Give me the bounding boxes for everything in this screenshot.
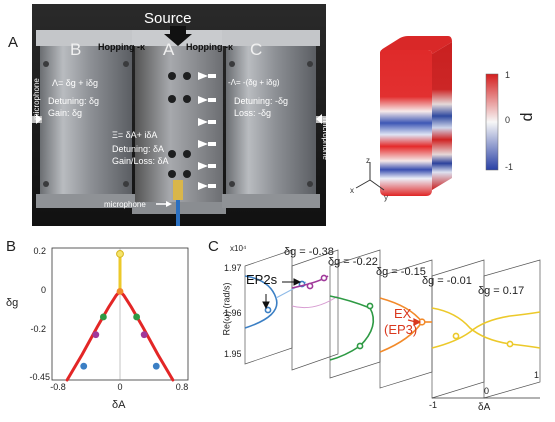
colorbar-tick-mid: 0 (505, 115, 511, 125)
axis-y-label: y (384, 193, 388, 202)
chart-b-xtick-0: -0.8 (50, 382, 66, 392)
chart-b-marker-1 (116, 287, 124, 295)
chart-c-svg (244, 249, 541, 399)
annotation-ep3: (EP3) (384, 322, 418, 337)
colorbar-tick-top: 1 (505, 70, 511, 80)
slice-frame-6 (483, 259, 541, 399)
chart-c-xtick-0: -1 (429, 400, 438, 410)
curve-dg-015 (329, 295, 375, 361)
device-photo-drawing (32, 4, 326, 226)
cavity-c-loss: Loss: -δg (234, 108, 272, 118)
chart-c-ytick-0: 1.97 (224, 263, 242, 273)
chart-b-xtick-2: 0.8 (176, 382, 189, 392)
chart-b-ytick-2: -0.2 (30, 324, 46, 334)
curve-dg-022-faint (291, 295, 339, 309)
slice-label-dg-022: δg = -0.22 (328, 256, 378, 268)
curve-dg-017-upper (431, 307, 541, 349)
chart-b-marker-4 (92, 331, 100, 339)
chart-b-marker-6 (80, 362, 88, 370)
point-purple-2 (320, 274, 328, 282)
chart-b-marker-3 (133, 313, 141, 321)
hopping-right-label: Hopping -κ (186, 42, 234, 52)
panel-label-a: A (8, 34, 19, 51)
annotation-ep2s: EP2s (246, 272, 278, 287)
source-label: Source (144, 10, 192, 27)
chart-b: 0.2 0 -0.2 -0.45 -0.8 0 0.8 δg δA (0, 244, 200, 417)
cavity-b-detuning: Detuning: δg (48, 96, 100, 106)
chart-c-xlabel: δA (478, 402, 491, 413)
point-yellow-1 (452, 332, 460, 340)
chart-b-marker-5 (140, 331, 148, 339)
chart-b-xtick-1: 0 (117, 382, 122, 392)
point-purple-1 (306, 282, 314, 290)
chart-b-svg: 0.2 0 -0.2 -0.45 -0.8 0 0.8 δg δA (6, 246, 189, 411)
chart-c-xtick-1: 0 (484, 386, 490, 396)
cavity-c-detuning: Detuning: -δg (234, 96, 289, 106)
chart-b-xlabel: δA (112, 399, 126, 411)
point-ep2-left (264, 306, 272, 314)
device-photo (32, 4, 326, 226)
axis-x-label: x (350, 186, 354, 195)
colorbar-label: p (519, 112, 537, 122)
slice-frame-2 (291, 249, 339, 371)
chart-b-ylabel: δg (6, 297, 18, 309)
point-green-2 (356, 342, 364, 350)
chart-b-ytick-1: 0 (41, 285, 46, 295)
chart-b-ytick-0: 0.2 (33, 246, 46, 256)
pressure-field-drawing (355, 36, 499, 196)
chart-c (210, 236, 555, 417)
chart-c-ytick-1: 1.96 (224, 308, 242, 318)
chart-c-ytick-2: 1.95 (224, 349, 242, 359)
panel-label-c: C (208, 238, 219, 255)
slice-label-dg-038: δg = -0.38 (284, 246, 334, 258)
chart-c-y-exponent: x10⁴ (230, 244, 247, 253)
chart-b-ytick-3: -0.45 (29, 372, 50, 382)
chart-b-marker-2 (99, 313, 107, 321)
cavity-b-label: B (70, 40, 82, 59)
chart-b-marker-0 (116, 250, 124, 258)
cavity-b-gain: Gain: δg (48, 108, 83, 118)
microphone-left-label: microphone (32, 78, 41, 120)
annotation-ex: EX (394, 306, 412, 321)
cavity-c-label: C (250, 40, 263, 59)
cavity-c-lambda: -Λ= -(δg + iδg) (228, 78, 280, 87)
curve-dg-017-lower (431, 311, 541, 349)
cavity-a-detuning: Detuning: δA (112, 144, 165, 154)
chart-b-marker-7 (152, 362, 160, 370)
axis-z-label: z (366, 156, 370, 165)
cavity-b-lambda: Λ= δg + iδg (52, 78, 99, 88)
cavity-a-label: A (163, 40, 175, 59)
microphone-right-label: microphone (321, 118, 330, 160)
slice-label-dg-001: δg = -0.01 (422, 275, 472, 287)
pressure-field-box (340, 28, 550, 208)
point-yellow-2 (506, 340, 514, 348)
slice-label-dg-015: δg = -0.15 (376, 266, 426, 278)
colorbar-tick-bottom: -1 (505, 162, 514, 172)
chart-c-ylabel: Re(ω) (rad/s) (221, 282, 232, 336)
cavity-a-gainloss: Gain/Loss: δA (112, 156, 169, 166)
chart-c-xtick-2: 1 (534, 370, 540, 380)
hopping-left-label: Hopping -κ (98, 42, 146, 52)
point-green-1 (366, 302, 374, 310)
panel-label-b: B (6, 238, 17, 255)
cavity-a-xi: Ξ= δA+ iδA (112, 130, 158, 140)
slice-label-dg-017: δg = 0.17 (478, 285, 525, 297)
microphone-bottom-label: microphone (104, 200, 146, 209)
